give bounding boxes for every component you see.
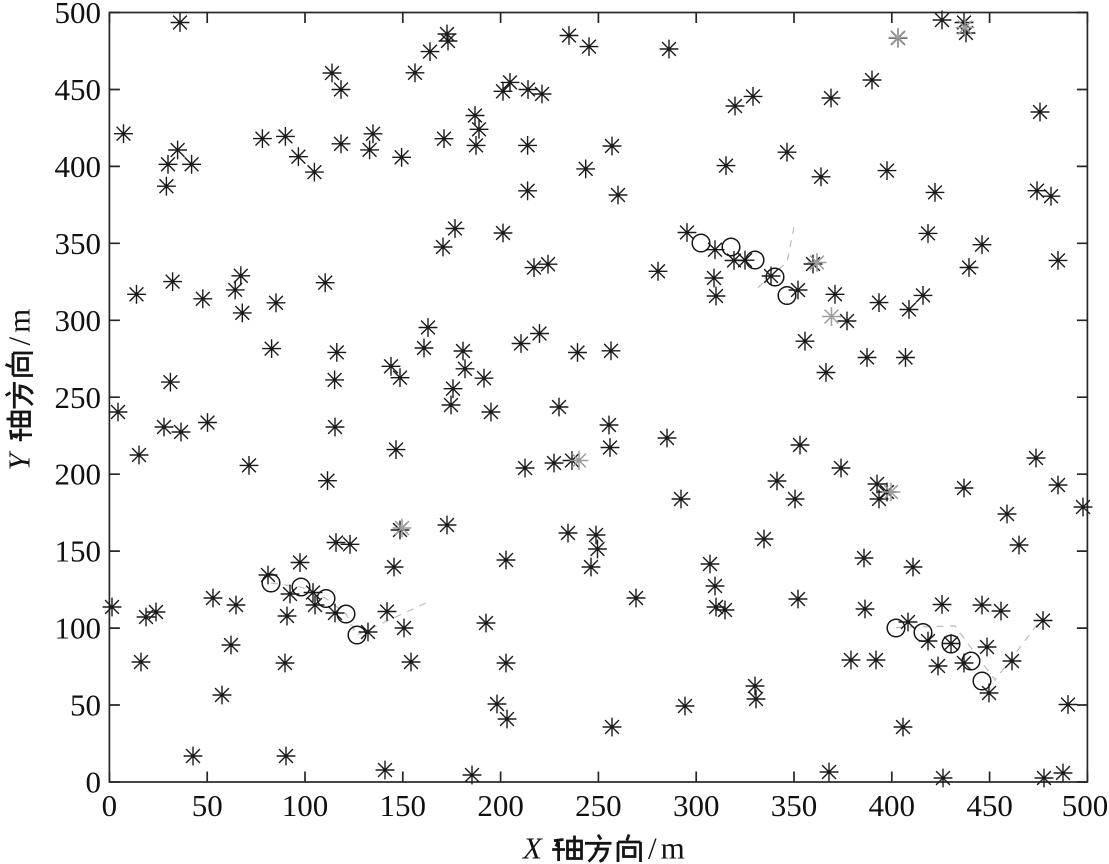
svg-text:250: 250: [575, 788, 622, 823]
svg-text:150: 150: [55, 534, 102, 569]
svg-text:150: 150: [380, 788, 427, 823]
svg-text:0: 0: [102, 788, 118, 823]
svg-text:300: 300: [673, 788, 720, 823]
svg-text:100: 100: [55, 611, 102, 646]
svg-text:350: 350: [55, 226, 102, 261]
svg-text:/m: /m: [2, 309, 37, 346]
svg-text:50: 50: [70, 688, 101, 723]
svg-text:50: 50: [192, 788, 223, 823]
svg-text:350: 350: [771, 788, 818, 823]
svg-text:250: 250: [55, 380, 102, 415]
svg-text:Y: Y: [2, 451, 37, 471]
svg-text:200: 200: [55, 457, 102, 492]
svg-text:100: 100: [282, 788, 329, 823]
svg-text:0: 0: [86, 765, 102, 800]
svg-text:450: 450: [55, 72, 102, 107]
svg-text:400: 400: [55, 149, 102, 184]
svg-text:300: 300: [55, 303, 102, 338]
svg-text:400: 400: [869, 788, 916, 823]
svg-text:200: 200: [477, 788, 524, 823]
svg-text:500: 500: [55, 0, 102, 30]
svg-text:/m: /m: [648, 831, 685, 864]
svg-text:450: 450: [966, 788, 1013, 823]
svg-text:500: 500: [1062, 788, 1109, 823]
svg-text:X: X: [521, 831, 543, 864]
